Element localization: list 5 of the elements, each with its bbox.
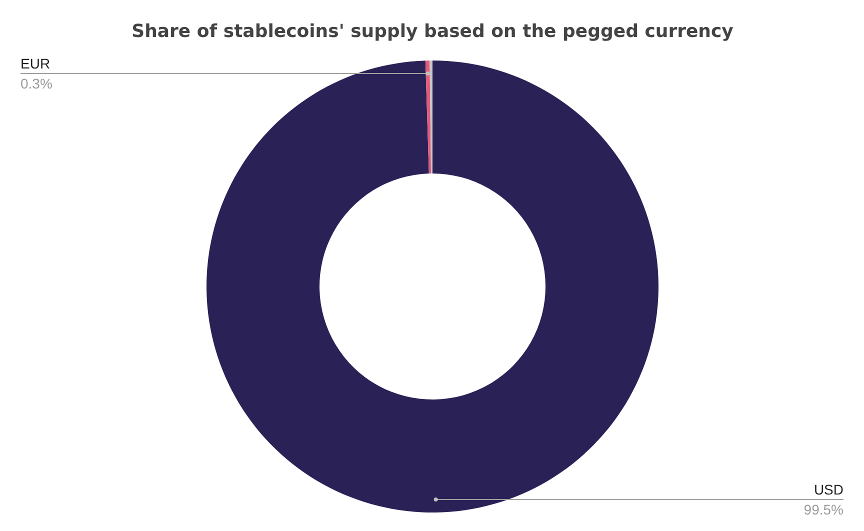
chart-title: Share of stablecoins' supply based on the pegged currency: [132, 21, 734, 42]
slice-label: EUR: [20, 56, 50, 72]
data-label: 0.3%: [20, 76, 52, 92]
data-label: 99.5%: [804, 501, 844, 518]
slice-label: USD: [814, 481, 844, 498]
